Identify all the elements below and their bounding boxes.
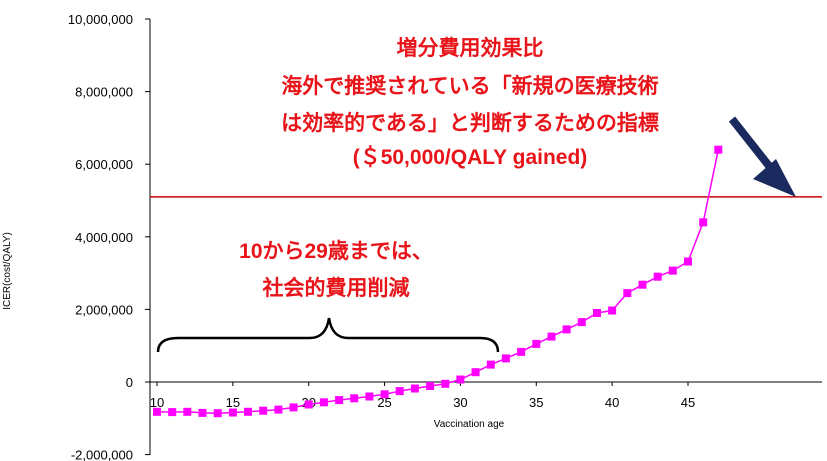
data-point <box>532 339 541 348</box>
series <box>153 145 723 418</box>
data-point <box>350 394 359 403</box>
data-point <box>486 360 495 369</box>
data-point <box>168 408 177 417</box>
y-tick-label: -2,000,000 <box>71 448 133 461</box>
threshold-line2: は効率的である」と判断するための指標 <box>281 111 659 135</box>
data-point <box>593 309 601 317</box>
data-point <box>517 347 526 356</box>
data-point <box>426 382 435 390</box>
y-axis-label: ICER(cost/QALY) <box>2 232 13 310</box>
y-tick-label: 10,000,000 <box>68 12 133 27</box>
data-point <box>183 407 192 416</box>
y-tick-label: 2,000,000 <box>75 302 133 317</box>
data-point <box>304 400 313 409</box>
data-point <box>244 407 252 416</box>
y-tick-label: 8,000,000 <box>75 85 133 100</box>
data-point <box>456 375 465 384</box>
data-point <box>653 272 662 281</box>
data-point <box>319 398 328 407</box>
threshold-line1: 海外で推奨されている「新規の医療技術 <box>281 74 658 98</box>
data-point <box>395 387 404 396</box>
data-point <box>608 306 617 315</box>
data-point <box>668 266 677 275</box>
data-point <box>274 405 283 414</box>
data-point <box>714 145 723 154</box>
data-point <box>441 379 450 388</box>
x-tick-label: 40 <box>605 395 619 410</box>
data-point <box>547 332 556 341</box>
x-tick-label: 35 <box>529 395 543 410</box>
data-point <box>289 403 298 412</box>
data-point <box>259 406 268 415</box>
data-point <box>638 280 647 289</box>
series-line <box>156 149 720 414</box>
data-point <box>699 218 708 227</box>
data-point <box>380 390 389 399</box>
y-tick-label: 4,000,000 <box>75 230 133 245</box>
y-tick-label: 6,000,000 <box>75 157 133 172</box>
data-point <box>501 354 510 363</box>
y-tick-label: 0 <box>126 375 133 390</box>
data-point <box>213 409 222 418</box>
data-point <box>577 318 586 327</box>
savings-line1: 10から29歳までは、 <box>239 240 433 263</box>
x-axis: 1015202530354045 <box>150 381 822 410</box>
savings-bracket <box>156 317 500 353</box>
data-point <box>335 396 344 405</box>
x-tick-label: 10 <box>150 395 164 410</box>
y-axis: -2,000,000 0 2,000,000 4,000,000 6,000,000 8,… <box>68 12 151 461</box>
data-point <box>365 392 374 401</box>
data-point <box>623 289 632 298</box>
x-tick-label: 30 <box>453 395 467 410</box>
data-point <box>198 408 207 417</box>
x-tick-label: 15 <box>226 395 240 410</box>
data-point <box>228 408 237 417</box>
x-axis-label: Vaccination age <box>434 419 505 430</box>
x-tick-label: 25 <box>377 395 391 410</box>
data-point <box>410 384 419 393</box>
data-point <box>562 325 571 334</box>
x-tick-label: 45 <box>681 395 695 410</box>
data-point <box>471 368 480 377</box>
data-point <box>684 257 692 266</box>
savings-line2: 社会的費用削減 <box>262 276 410 300</box>
threshold-value: (＄50,000/QALY gained) <box>353 145 588 169</box>
pointer-arrow <box>728 116 796 197</box>
threshold-title: 増分費用効果比 <box>397 36 544 60</box>
data-point <box>153 407 161 416</box>
